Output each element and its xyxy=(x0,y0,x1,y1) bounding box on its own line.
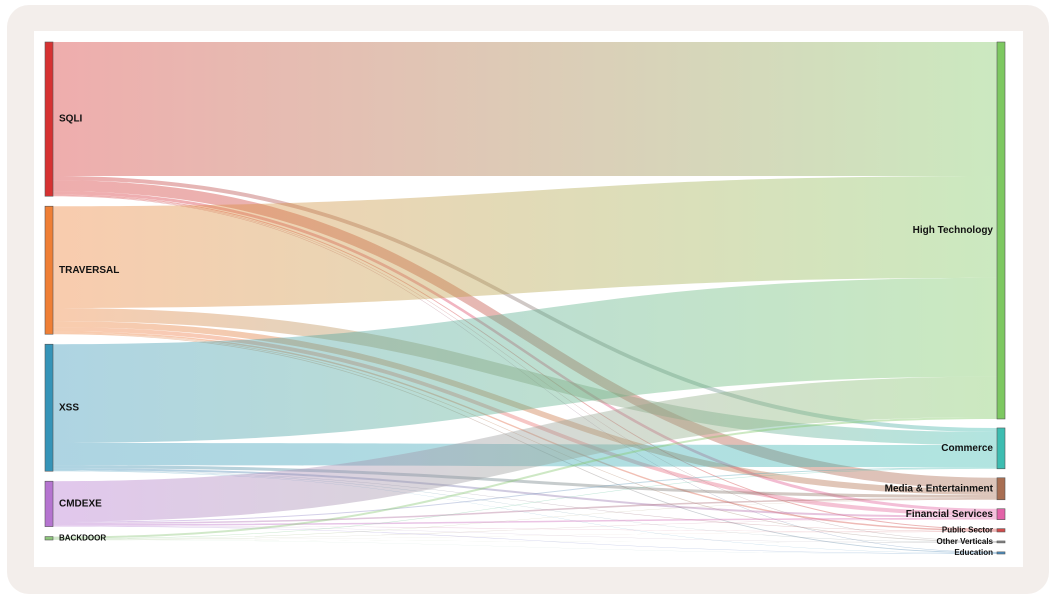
link-traversal-to-high-technology[interactable] xyxy=(53,176,997,309)
link-sqli-to-high-technology[interactable] xyxy=(53,42,997,177)
link-xss-to-financial-services[interactable] xyxy=(53,468,997,518)
link-xss-to-media-and-entertainment[interactable] xyxy=(53,465,997,498)
label-other-verticals: Other Verticals xyxy=(937,537,994,546)
link-cmdexe-to-education[interactable] xyxy=(53,526,997,554)
label-cmdexe: CMDEXE xyxy=(59,499,102,510)
link-backdoor-to-media-and-entertainment[interactable] xyxy=(53,499,997,540)
link-xss-to-high-technology[interactable] xyxy=(53,277,997,443)
label-sqli: SQLI xyxy=(59,114,83,125)
label-xss: XSS xyxy=(59,402,79,413)
nodes-layer xyxy=(44,41,1006,555)
label-financial-services: Financial Services xyxy=(906,509,994,520)
link-backdoor-to-high-technology[interactable] xyxy=(53,416,997,539)
label-traversal: TRAVERSAL xyxy=(59,265,119,276)
node-other-verticals[interactable] xyxy=(996,540,1006,544)
node-commerce[interactable] xyxy=(996,427,1006,470)
link-sqli-to-commerce[interactable] xyxy=(53,176,997,432)
links-layer xyxy=(53,42,997,554)
link-xss-to-education[interactable] xyxy=(53,470,997,554)
link-backdoor-to-public-sector[interactable] xyxy=(53,531,997,540)
labels-layer: SQLI TRAVERSAL XSS CMDEXE BACKDOOR High Techn… xyxy=(59,114,994,557)
node-education[interactable] xyxy=(996,551,1006,555)
link-cmdexe-to-commerce[interactable] xyxy=(53,467,997,523)
link-cmdexe-to-high-technology[interactable] xyxy=(53,376,997,522)
label-high-technology: High Technology xyxy=(913,225,994,236)
link-cmdexe-to-public-sector[interactable] xyxy=(53,525,997,532)
node-backdoor[interactable] xyxy=(44,536,54,541)
label-commerce: Commerce xyxy=(941,443,993,454)
link-xss-to-other-verticals[interactable] xyxy=(53,470,997,543)
label-media-and-entertainment: Media & Entertainment xyxy=(885,483,994,494)
node-xss[interactable] xyxy=(44,343,54,472)
label-public-sector: Public Sector xyxy=(942,525,993,534)
label-education: Education xyxy=(954,548,993,557)
link-traversal-to-financial-services[interactable] xyxy=(53,327,997,516)
link-backdoor-to-education[interactable] xyxy=(53,539,997,554)
node-financial-services[interactable] xyxy=(996,508,1006,520)
link-cmdexe-to-other-verticals[interactable] xyxy=(53,525,997,543)
link-backdoor-to-other-verticals[interactable] xyxy=(53,539,997,543)
link-xss-to-public-sector[interactable] xyxy=(53,470,997,532)
node-traversal[interactable] xyxy=(44,205,54,335)
link-cmdexe-to-financial-services[interactable] xyxy=(53,517,997,526)
node-media-and-entertainment[interactable] xyxy=(996,477,1006,501)
node-public-sector[interactable] xyxy=(996,528,1006,533)
node-sqli[interactable] xyxy=(44,41,54,197)
link-cmdexe-to-media-and-entertainment[interactable] xyxy=(53,497,997,525)
node-cmdexe[interactable] xyxy=(44,480,54,527)
label-backdoor: BACKDOOR xyxy=(59,533,106,542)
link-backdoor-to-financial-services[interactable] xyxy=(53,519,997,540)
link-backdoor-to-commerce[interactable] xyxy=(53,468,997,540)
node-high-technology[interactable] xyxy=(996,41,1006,420)
